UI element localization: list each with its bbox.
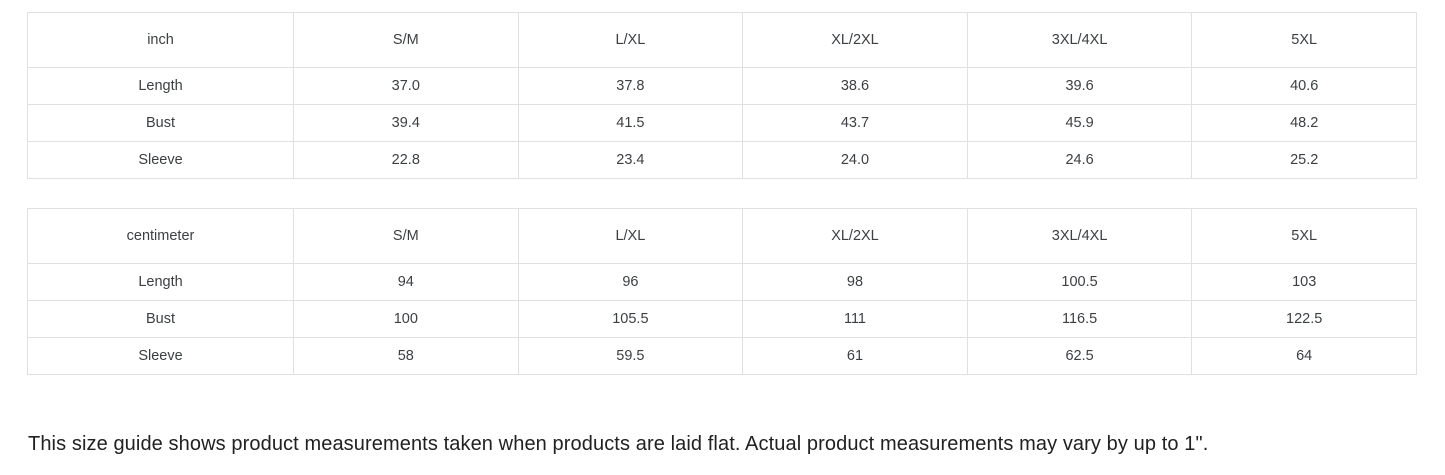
size-column-header: 3XL/4XL bbox=[966, 208, 1193, 264]
size-tables: inch S/M L/XL XL/2XL 3XL/4XL 5XL Length 37.0 37.… bbox=[27, 12, 1417, 375]
measurement-value: 62.5 bbox=[966, 337, 1193, 375]
measurement-value: 40.6 bbox=[1191, 67, 1417, 105]
measurement-value: 48.2 bbox=[1191, 104, 1417, 142]
size-column-header: 5XL bbox=[1191, 208, 1417, 264]
table-row: Length 94 96 98 100.5 103 bbox=[27, 263, 1417, 301]
measurement-value: 116.5 bbox=[966, 300, 1193, 338]
size-column-header: L/XL bbox=[517, 12, 744, 68]
unit-label: centimeter bbox=[27, 208, 294, 264]
table-row: Sleeve 22.8 23.4 24.0 24.6 25.2 bbox=[27, 141, 1417, 179]
measurement-value: 100 bbox=[293, 300, 519, 338]
measurement-value: 98 bbox=[742, 263, 968, 301]
measurement-value: 37.0 bbox=[293, 67, 519, 105]
measurement-value: 24.0 bbox=[742, 141, 968, 179]
measurement-label: Sleeve bbox=[27, 337, 294, 375]
measurement-value: 103 bbox=[1191, 263, 1417, 301]
measurement-label: Length bbox=[27, 263, 294, 301]
size-table-centimeter: centimeter S/M L/XL XL/2XL 3XL/4XL 5XL Length 9… bbox=[27, 208, 1417, 375]
measurement-value: 41.5 bbox=[517, 104, 744, 142]
size-table-inch: inch S/M L/XL XL/2XL 3XL/4XL 5XL Length 37.0 37.… bbox=[27, 12, 1417, 179]
measurement-value: 39.4 bbox=[293, 104, 519, 142]
measurement-label: Length bbox=[27, 67, 294, 105]
size-table-header-row: inch S/M L/XL XL/2XL 3XL/4XL 5XL bbox=[27, 12, 1417, 68]
measurement-value: 59.5 bbox=[517, 337, 744, 375]
measurement-value: 61 bbox=[742, 337, 968, 375]
size-table-header-row: centimeter S/M L/XL XL/2XL 3XL/4XL 5XL bbox=[27, 208, 1417, 264]
measurement-value: 23.4 bbox=[517, 141, 744, 179]
table-row: Length 37.0 37.8 38.6 39.6 40.6 bbox=[27, 67, 1417, 105]
measurement-value: 22.8 bbox=[293, 141, 519, 179]
table-row: Bust 100 105.5 111 116.5 122.5 bbox=[27, 300, 1417, 338]
table-row: Sleeve 58 59.5 61 62.5 64 bbox=[27, 337, 1417, 375]
measurement-value: 39.6 bbox=[966, 67, 1193, 105]
size-column-header: 3XL/4XL bbox=[966, 12, 1193, 68]
measurement-value: 111 bbox=[742, 300, 968, 338]
measurement-value: 38.6 bbox=[742, 67, 968, 105]
measurement-value: 96 bbox=[517, 263, 744, 301]
measurement-label: Sleeve bbox=[27, 141, 294, 179]
measurement-value: 58 bbox=[293, 337, 519, 375]
measurement-value: 25.2 bbox=[1191, 141, 1417, 179]
size-guide-note: This size guide shows product measuremen… bbox=[28, 433, 1209, 455]
measurement-value: 37.8 bbox=[517, 67, 744, 105]
measurement-value: 94 bbox=[293, 263, 519, 301]
size-column-header: XL/2XL bbox=[742, 12, 968, 68]
measurement-value: 64 bbox=[1191, 337, 1417, 375]
size-column-header: 5XL bbox=[1191, 12, 1417, 68]
unit-label: inch bbox=[27, 12, 294, 68]
measurement-label: Bust bbox=[27, 104, 294, 142]
size-column-header: L/XL bbox=[517, 208, 744, 264]
size-column-header: XL/2XL bbox=[742, 208, 968, 264]
measurement-value: 24.6 bbox=[966, 141, 1193, 179]
measurement-value: 100.5 bbox=[966, 263, 1193, 301]
measurement-value: 45.9 bbox=[966, 104, 1193, 142]
measurement-value: 43.7 bbox=[742, 104, 968, 142]
table-row: Bust 39.4 41.5 43.7 45.9 48.2 bbox=[27, 104, 1417, 142]
size-column-header: S/M bbox=[293, 12, 519, 68]
measurement-value: 122.5 bbox=[1191, 300, 1417, 338]
measurement-label: Bust bbox=[27, 300, 294, 338]
size-column-header: S/M bbox=[293, 208, 519, 264]
measurement-value: 105.5 bbox=[517, 300, 744, 338]
